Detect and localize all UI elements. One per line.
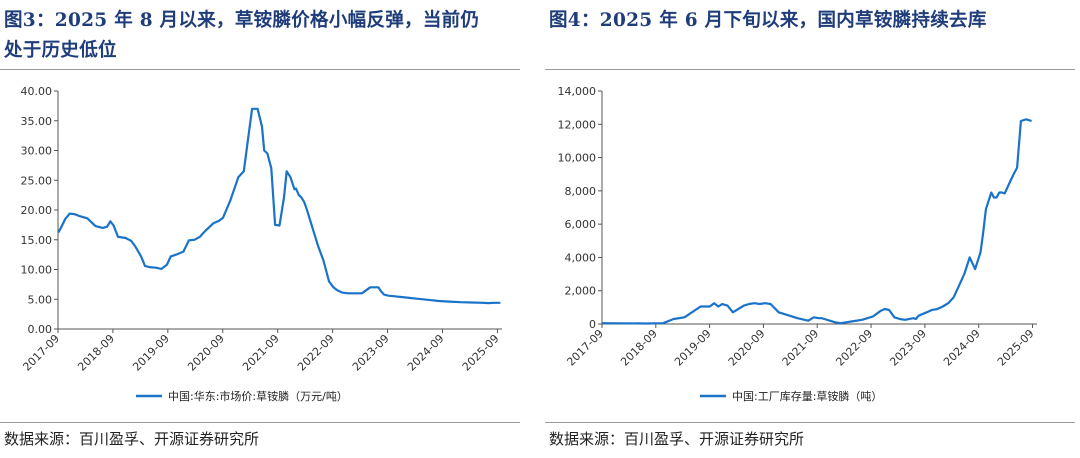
- y-tick-label: 0: [589, 318, 596, 331]
- left-chart-source: 数据来源：百川盈孚、开源证券研究所: [4, 430, 260, 448]
- x-tick-label: 2023-09: [887, 327, 929, 369]
- y-tick-label: 12,000: [558, 118, 597, 131]
- x-tick-label: 2017-09: [564, 327, 606, 369]
- y-tick-label: 20.00: [21, 204, 53, 217]
- y-tick-label: 40.00: [21, 85, 53, 98]
- y-tick-label: 6,000: [565, 218, 597, 231]
- series-line: [602, 118, 1032, 325]
- y-tick-label: 10,000: [558, 152, 597, 165]
- x-tick-label: 2024-09: [405, 332, 447, 374]
- x-tick-label: 2025-09: [995, 327, 1037, 369]
- legend-label: 中国:华东:市场价:草铵膦（万元/吨）: [168, 389, 348, 403]
- y-tick-label: 2,000: [565, 285, 597, 298]
- y-tick-label: 14,000: [558, 85, 597, 98]
- x-tick-label: 2024-09: [941, 327, 983, 369]
- right-chart-panel: 图4：2025 年 6 月下旬以来，国内草铵膦持续去库 0 2,000 4,000 6…: [545, 0, 1080, 458]
- right-chart-source: 数据来源：百川盈孚、开源证券研究所: [549, 430, 805, 448]
- x-tick-label: 2017-09: [20, 332, 62, 374]
- x-tick-label: 2019-09: [130, 332, 172, 374]
- y-tick-label: 30.00: [21, 145, 53, 158]
- left-price-chart: 0.00 5.00 10.00 15.00 20.00 25.00 30.00 35.00 40…: [20, 85, 502, 403]
- right-source-divider: [545, 422, 1075, 423]
- x-tick-label: 2022-09: [295, 332, 337, 374]
- right-title-divider: [545, 69, 1075, 70]
- x-tick-label: 2020-09: [185, 332, 227, 374]
- left-chart-panel: 图3：2025 年 8 月以来，草铵膦价格小幅反弹，当前仍 处于历史低位 0.0…: [0, 0, 530, 458]
- right-chart-title: 图4：2025 年 6 月下旬以来，国内草铵膦持续去库: [549, 10, 987, 31]
- x-tick-label: 2022-09: [833, 327, 875, 369]
- x-tick-label: 2021-09: [240, 332, 282, 374]
- x-tick-label: 2025-09: [460, 332, 502, 374]
- left-title-divider: [0, 69, 520, 70]
- left-chart-title-line1: 图3：2025 年 8 月以来，草铵膦价格小幅反弹，当前仍: [4, 10, 480, 31]
- y-tick-label: 10.00: [21, 264, 53, 277]
- x-tick-label: 2021-09: [780, 327, 822, 369]
- legend-label: 中国:工厂库存量:草铵膦（吨）: [732, 389, 882, 403]
- left-chart-title-line2: 处于历史低位: [4, 40, 117, 61]
- y-tick-label: 25.00: [21, 174, 53, 187]
- x-tick-label: 2018-09: [618, 327, 660, 369]
- x-tick-label: 2023-09: [350, 332, 392, 374]
- left-chart-title: 图3：2025 年 8 月以来，草铵膦价格小幅反弹，当前仍 处于历史低位: [4, 6, 524, 66]
- right-inventory-chart: 0 2,000 4,000 6,000 8,000 10,000 12,000 14,000 2…: [558, 85, 1037, 403]
- y-tick-label: 0.00: [28, 323, 53, 336]
- series-line: [57, 107, 501, 305]
- y-tick-label: 8,000: [565, 185, 597, 198]
- y-tick-label: 4,000: [565, 251, 597, 264]
- x-tick-label: 2019-09: [672, 327, 714, 369]
- y-tick-label: 15.00: [21, 234, 53, 247]
- x-tick-label: 2018-09: [75, 332, 117, 374]
- y-tick-label: 5.00: [28, 293, 53, 306]
- x-tick-label: 2020-09: [726, 327, 768, 369]
- left-source-divider: [0, 422, 520, 423]
- y-tick-label: 35.00: [21, 115, 53, 128]
